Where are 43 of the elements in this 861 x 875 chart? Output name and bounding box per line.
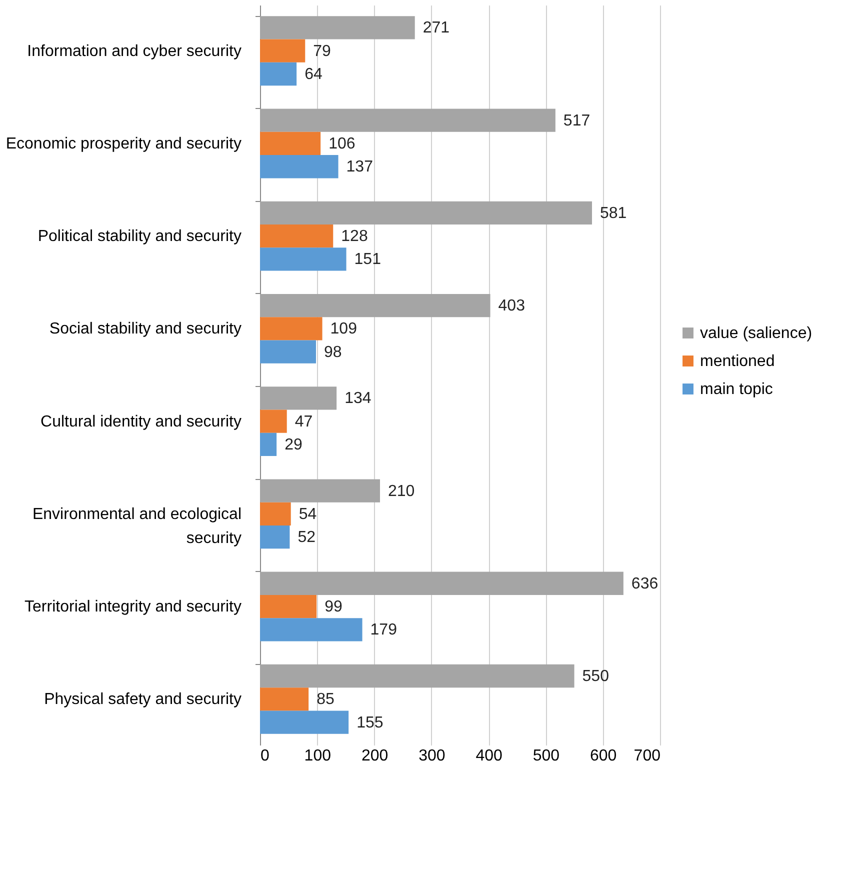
data-label: 155: [356, 714, 384, 732]
data-label: 99: [324, 598, 342, 616]
x-tick-label: 300: [418, 748, 446, 764]
x-tick-label: 400: [476, 748, 503, 764]
y-tick-label: Environmental and ecological security: [32, 506, 242, 547]
x-tick-label: 200: [361, 748, 388, 764]
data-label: 109: [330, 320, 358, 338]
data-label: 29: [284, 436, 302, 454]
data-label: 85: [316, 691, 334, 708]
data-label: 636: [631, 575, 658, 592]
y-tick-label: Social stability and security: [49, 320, 242, 338]
x-tick-label: 500: [532, 748, 560, 764]
x-tick-label: 0: [260, 748, 270, 764]
data-label: 179: [370, 622, 398, 639]
legend-label: value (salience): [700, 325, 812, 342]
y-tick-label: Economic prosperity and security: [6, 135, 242, 152]
data-label: 47: [294, 413, 313, 430]
data-label: 134: [344, 390, 372, 408]
data-label: 106: [328, 135, 356, 152]
data-label: 271: [422, 20, 450, 37]
data-label: 137: [346, 158, 374, 176]
data-label: 151: [354, 251, 382, 268]
data-label: 64: [304, 66, 322, 83]
y-tick-label: Political stability and security: [38, 228, 242, 246]
data-label: 517: [563, 112, 590, 130]
y-tick-label: Information and cyber security: [27, 42, 242, 60]
data-label: 79: [313, 42, 332, 60]
x-tick-label: 700: [634, 748, 661, 764]
y-tick-label: Territorial integrity and security: [24, 598, 242, 616]
data-label: 54: [298, 506, 317, 523]
data-label: 403: [498, 298, 526, 315]
legend-label: main topic: [700, 381, 773, 398]
data-label: 581: [600, 204, 627, 222]
legend-label: mentioned: [700, 353, 775, 370]
data-label: 98: [324, 344, 342, 361]
data-label: 52: [298, 529, 316, 546]
y-tick-label: Cultural identity and security: [40, 413, 242, 430]
data-label: 550: [582, 668, 610, 685]
data-label: 128: [341, 228, 368, 246]
y-tick-label: Physical safety and security: [44, 691, 242, 708]
data-label: 210: [388, 482, 415, 500]
x-tick-label: 100: [304, 748, 332, 764]
x-tick-label: 600: [590, 748, 617, 764]
